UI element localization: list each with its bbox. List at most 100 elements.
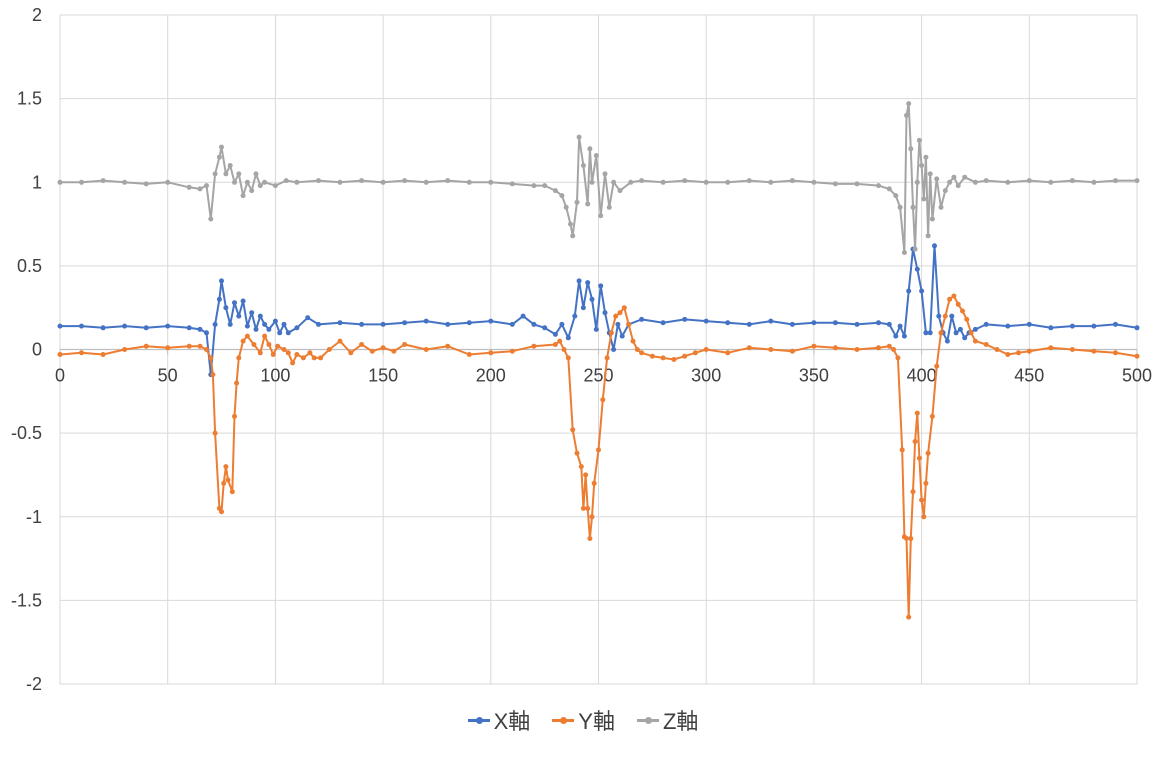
data-point-y — [285, 350, 291, 356]
data-point-y — [251, 342, 257, 347]
legend-label-y: Y軸 — [578, 709, 615, 734]
data-point-y — [923, 480, 929, 486]
data-point-y — [225, 477, 231, 483]
data-point-y — [951, 293, 957, 299]
series-z — [57, 101, 1140, 255]
data-point-x — [589, 296, 595, 302]
data-point-y — [391, 348, 397, 354]
data-point-x — [212, 321, 218, 327]
data-point-z — [240, 193, 246, 199]
data-point-x — [232, 300, 237, 306]
data-point-y — [100, 352, 106, 357]
data-point-x — [876, 320, 881, 326]
data-point-y — [660, 355, 666, 361]
data-point-x — [580, 305, 586, 311]
data-point-z — [1113, 178, 1118, 184]
data-point-y — [552, 342, 558, 347]
data-point-x — [552, 331, 558, 337]
data-point-x — [488, 318, 494, 324]
legend-label-z: Z軸 — [662, 709, 699, 734]
x-tick-label: 250 — [583, 366, 613, 386]
data-point-x — [253, 326, 259, 332]
data-point-x — [466, 320, 472, 326]
data-point-z — [1005, 179, 1011, 185]
data-point-y — [725, 350, 731, 356]
data-point-x — [611, 347, 617, 352]
data-point-y — [886, 343, 892, 349]
data-point-x — [593, 326, 599, 332]
data-point-x — [509, 321, 515, 327]
data-point-z — [232, 179, 237, 185]
x-tick-label: 200 — [476, 366, 506, 386]
data-point-z — [919, 163, 925, 168]
data-point-y — [938, 330, 944, 336]
data-point-y — [565, 355, 571, 361]
data-point-x — [619, 333, 625, 339]
data-point-y — [591, 480, 597, 486]
data-point-y — [234, 380, 240, 386]
data-point-y — [270, 352, 276, 357]
data-point-z — [951, 174, 957, 180]
data-point-x — [236, 313, 242, 319]
x-tick-label: 350 — [799, 366, 829, 386]
data-point-x — [197, 326, 203, 332]
data-point-y — [1134, 353, 1140, 359]
data-point-x — [615, 321, 621, 327]
data-point-z — [916, 137, 922, 143]
data-point-y — [583, 472, 589, 478]
data-point-y — [531, 343, 537, 349]
data-point-y — [649, 353, 655, 359]
data-point-z — [725, 179, 731, 185]
data-point-y — [570, 427, 576, 433]
data-point-z — [186, 184, 192, 190]
data-point-x — [272, 318, 278, 324]
data-point-y — [947, 296, 953, 302]
data-point-y — [423, 347, 429, 352]
data-point-y — [626, 321, 632, 327]
data-point-y — [219, 509, 224, 515]
y-tick-label: -1 — [26, 507, 42, 527]
data-point-y — [613, 313, 619, 319]
data-point-x — [768, 318, 774, 324]
data-point-y — [789, 348, 795, 354]
data-point-x — [972, 326, 978, 332]
data-point-x — [165, 323, 171, 329]
data-point-y — [557, 338, 563, 344]
data-point-x — [216, 296, 222, 302]
data-point-z — [197, 186, 203, 192]
data-point-z — [585, 201, 591, 207]
data-point-x — [639, 316, 645, 322]
data-point-z — [262, 179, 268, 185]
data-point-y — [746, 345, 752, 351]
data-point-z — [906, 101, 912, 107]
data-point-z — [57, 179, 63, 185]
data-point-z — [617, 188, 623, 194]
data-point-y — [380, 345, 386, 351]
data-point-y — [1016, 350, 1021, 356]
x-tick-label: 50 — [158, 366, 178, 386]
series-line-y — [59, 295, 1138, 619]
data-point-z — [947, 179, 953, 185]
data-point-x — [1048, 325, 1054, 331]
data-point-z — [236, 171, 242, 177]
data-point-x — [949, 313, 955, 319]
data-point-y — [768, 347, 774, 352]
data-point-y — [921, 514, 927, 520]
data-point-z — [380, 179, 386, 185]
data-point-z — [122, 179, 128, 185]
data-point-z — [811, 179, 817, 185]
data-point-y — [634, 347, 640, 352]
data-point-x — [520, 313, 526, 319]
data-point-y — [445, 343, 451, 349]
data-point-y — [229, 489, 235, 495]
x-tick-label: 150 — [368, 366, 398, 386]
data-point-z — [574, 199, 580, 205]
data-point-y — [994, 347, 1000, 352]
data-point-y — [587, 536, 593, 541]
series-group — [57, 101, 1140, 620]
data-point-y — [972, 338, 978, 344]
data-point-y — [212, 430, 218, 436]
data-point-x — [445, 321, 451, 327]
data-point-y — [369, 348, 375, 354]
data-point-y — [580, 505, 586, 511]
